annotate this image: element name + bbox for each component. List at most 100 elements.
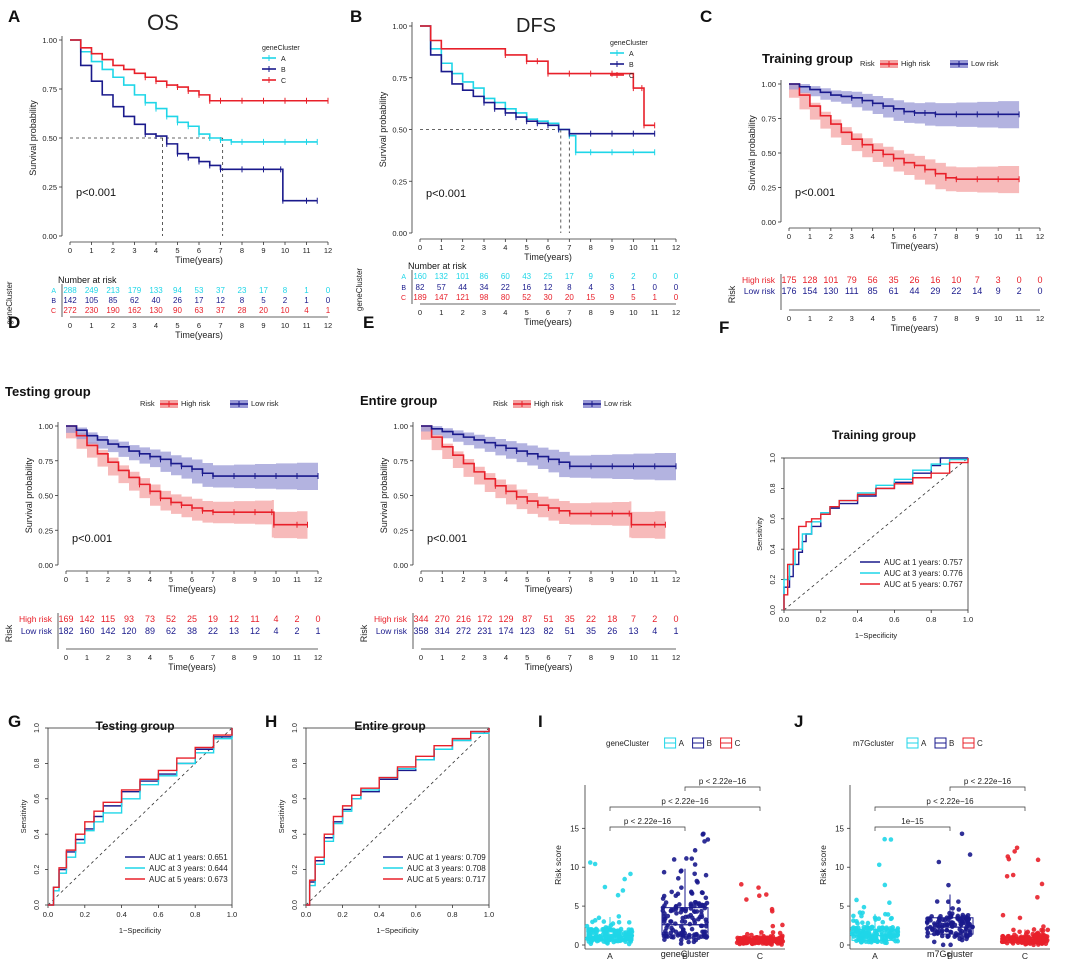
risk-table-y-label: geneCluster	[5, 281, 14, 324]
risk-table-x-tick-label: 7	[211, 653, 215, 662]
risk-table-cell: 37	[216, 286, 225, 295]
x-axis-label: Time(years)	[168, 584, 216, 594]
risk-table-cell: 8	[240, 296, 245, 305]
legend-title: geneCluster	[262, 45, 300, 52]
comparison-bracket	[949, 786, 1026, 791]
comparison-bracket	[684, 786, 761, 791]
x-tick-label: 6	[190, 575, 194, 584]
data-point	[950, 906, 955, 911]
y-tick-label: 0.25	[38, 526, 53, 535]
risk-table-x-tick-label: 8	[954, 314, 958, 323]
risk-table-x-tick-label: 1	[439, 308, 443, 317]
x-tick-label: 0.0	[43, 910, 53, 919]
data-point	[688, 906, 694, 911]
y-axis-label: Sensitivity	[19, 799, 28, 833]
risk-table-x-tick-label: 11	[303, 321, 311, 330]
risk-table-cell: 22	[951, 286, 961, 296]
risk-table-x-tick-label: 12	[672, 308, 680, 317]
x-tick-label: 9	[253, 575, 257, 584]
data-point	[692, 900, 698, 905]
risk-table-cell: 89	[145, 626, 155, 636]
risk-table-x-tick-label: 0	[419, 653, 423, 662]
x-axis-label: Time(years)	[525, 584, 573, 594]
data-point	[1006, 856, 1012, 862]
risk-table-cell: 0	[674, 293, 679, 302]
risk-table-x-tick-label: 10	[629, 653, 637, 662]
y-tick-label: 15	[835, 824, 844, 833]
risk-table-cell: 19	[208, 614, 218, 624]
data-point	[778, 934, 783, 940]
risk-table-cell: 160	[79, 626, 94, 636]
data-point	[1005, 934, 1011, 939]
risk-table-y-label: Risk	[727, 285, 737, 303]
x-tick-label: B	[682, 951, 688, 961]
risk-table-cell: 176	[781, 286, 796, 296]
risk-table-y-label: Risk	[4, 624, 14, 642]
risk-table-x-tick-label: 5	[175, 321, 179, 330]
y-tick-label: 5	[575, 902, 580, 911]
data-point	[952, 922, 958, 928]
risk-table-cell: 34	[480, 283, 489, 292]
y-axis-label: Survival probability	[28, 100, 38, 176]
data-point	[865, 920, 871, 926]
panel-label: F	[719, 318, 729, 337]
risk-table-row-label: High risk	[19, 614, 53, 624]
data-point	[670, 935, 676, 940]
data-point	[744, 897, 749, 902]
data-point	[669, 925, 674, 931]
legend-label: AUC at 3 years: 0.644	[149, 864, 228, 873]
risk-table-x-tick-label: 5	[525, 308, 529, 317]
risk-table-cell: 40	[152, 296, 161, 305]
x-tick-label: 2	[461, 243, 465, 252]
risk-table-cell: 51	[543, 614, 553, 624]
data-point	[620, 888, 626, 893]
risk-table-x-tick-label: 2	[106, 653, 110, 662]
x-tick-label: 3	[132, 246, 136, 255]
risk-table-x-tick-label: 10	[281, 321, 289, 330]
risk-table-x-tick-label: 3	[132, 321, 136, 330]
risk-table-cell: 169	[58, 614, 73, 624]
x-tick-label: 2	[106, 575, 110, 584]
x-axis-label: Time(years)	[175, 255, 223, 265]
data-point	[945, 899, 951, 904]
data-point	[596, 915, 602, 921]
data-point	[876, 862, 882, 868]
x-tick-label: 1	[440, 575, 444, 584]
risk-table-cell: 1	[315, 626, 320, 636]
data-point	[939, 933, 945, 939]
risk-table-cell: 12	[229, 614, 239, 624]
data-point	[684, 856, 689, 861]
data-point	[945, 934, 951, 939]
data-point	[948, 921, 954, 926]
risk-table-cell: 314	[435, 626, 450, 636]
data-point	[946, 917, 951, 923]
data-point	[615, 892, 621, 898]
data-point	[965, 912, 971, 918]
y-tick-label: 0.0	[34, 900, 41, 910]
risk-table-cell: 26	[173, 296, 182, 305]
legend-label: C	[735, 739, 741, 748]
legend-label: C	[629, 73, 634, 80]
confidence-band	[789, 84, 1020, 129]
risk-table-row-label: High risk	[742, 275, 776, 285]
legend-label: B	[949, 739, 954, 748]
y-tick-label: 0.25	[392, 177, 407, 186]
data-point	[592, 861, 598, 867]
roc-panel-H: H Entire group 0.0 0.2 0.4 0.6 0.8 1.0 0.0 0.2 0.4…	[265, 712, 494, 935]
x-tick-label: 0.8	[926, 615, 936, 624]
y-tick-label: 1.00	[42, 36, 57, 45]
risk-table-cell: 53	[195, 286, 204, 295]
data-point	[673, 929, 679, 935]
risk-table-row-label: A	[51, 288, 56, 295]
data-point	[852, 926, 858, 931]
legend-label: AUC at 1 years: 0.651	[149, 853, 228, 862]
risk-table-cell: 98	[480, 293, 489, 302]
risk-table-cell: 22	[586, 614, 596, 624]
x-tick-label: 3	[127, 575, 131, 584]
data-point	[1035, 857, 1041, 863]
risk-table-cell: 0	[652, 283, 657, 292]
data-point	[854, 919, 859, 924]
y-tick-label: 0.4	[292, 829, 299, 839]
y-tick-label: 0.6	[34, 794, 41, 804]
y-tick-label: 0.00	[393, 561, 408, 570]
